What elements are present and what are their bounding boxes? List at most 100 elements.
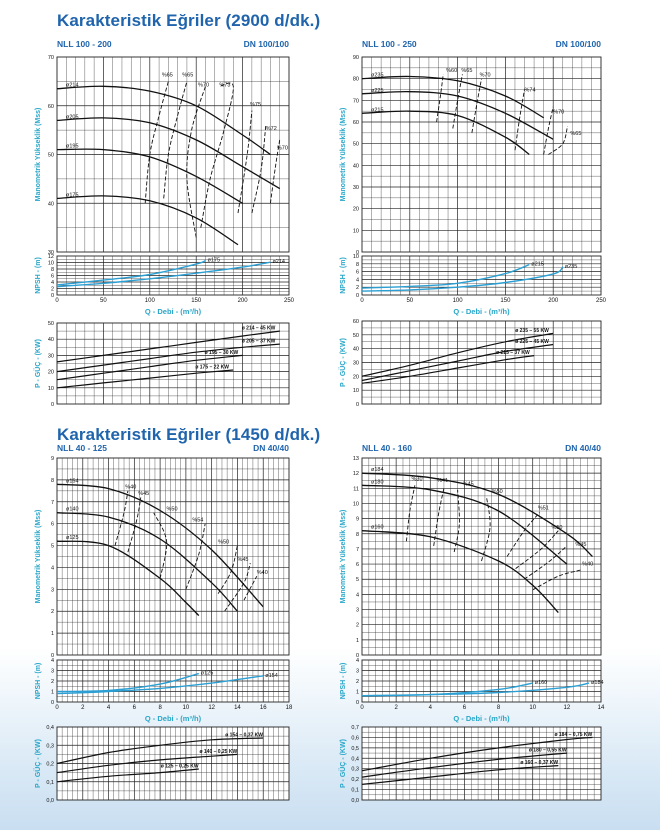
xtick-label: 0 (360, 705, 364, 711)
power-label: ø 154 – 0,37 KW (225, 732, 263, 738)
efficiency-curve (200, 82, 234, 228)
power-label: ø 184 – 0,75 KW (554, 732, 592, 738)
npsh-curve-ø125 (56, 672, 199, 693)
power-ytick-label: 0,0 (351, 798, 359, 804)
chart-header-flange: DN 100/100 (556, 39, 602, 49)
xtick-label: 16 (260, 705, 267, 711)
power-ytick-label: 0,6 (351, 735, 359, 741)
efficiency-label: %40 (257, 570, 268, 576)
power-ytick-label: 0,0 (46, 798, 54, 804)
x-axis-title: Q - Debi - (m³/h) (453, 714, 510, 723)
power-ytick-label: 0,5 (351, 746, 359, 752)
power-curve (361, 332, 554, 377)
efficiency-label: %70 (277, 146, 288, 152)
xtick-label: 0 (360, 298, 364, 304)
power-ytick-label: 0,2 (351, 777, 359, 783)
efficiency-curve (186, 86, 206, 238)
head-ytick-label: 8 (51, 478, 54, 484)
power-ytick-label: 20 (353, 374, 359, 380)
head-ytick-label: 20 (353, 207, 359, 213)
power-label: ø 180 – 0,55 KW (529, 748, 567, 754)
efficiency-label: %40 (582, 562, 593, 568)
impeller-label: ø175 (66, 192, 79, 198)
efficiency-label: %45 (138, 491, 149, 497)
npsh-ytick-label: 4 (51, 280, 54, 286)
efficiency-label: %40 (125, 485, 136, 491)
head-axis-title: Manometrik Yükseklik (Mss) (340, 108, 347, 202)
power-label: ø 160 – 0,37 KW (520, 760, 558, 766)
xtick-label: 2 (81, 705, 85, 711)
efficiency-curve (153, 512, 168, 579)
efficiency-label: %65 (570, 131, 581, 137)
impeller-label: ø180 (371, 479, 384, 485)
power-ytick-label: 0,3 (46, 743, 54, 749)
power-label: ø 205 – 37 KW (242, 339, 276, 345)
power-axis-title: P - GÜÇ - (KW) (33, 339, 42, 388)
xtick-label: 200 (548, 298, 559, 304)
power-curve (56, 768, 199, 783)
impeller-label: ø225 (371, 88, 384, 94)
head-ytick-label: 10 (353, 228, 359, 234)
efficiency-label: %50 (492, 489, 503, 495)
power-curve (56, 753, 238, 774)
chart-header-flange: DN 100/100 (244, 39, 290, 49)
power-ytick-label: 40 (353, 347, 359, 353)
power-curve (361, 355, 535, 384)
efficiency-label: %60 (446, 68, 457, 74)
chart-header-model: NLL 100 - 200 (57, 39, 112, 49)
npsh-axis-title: NPSH - (m) (35, 663, 42, 700)
head-ytick-label: 60 (48, 104, 54, 110)
power-ytick-label: 0,3 (351, 767, 359, 773)
head-ytick-label: 70 (353, 98, 359, 104)
npsh-curve-ø235 (361, 266, 564, 292)
power-label: ø 215 – 37 KW (496, 350, 530, 356)
head-ytick-label: 30 (353, 185, 359, 191)
head-ytick-label: 1 (51, 631, 54, 637)
power-curve (56, 369, 234, 389)
efficiency-curve (506, 512, 540, 557)
impeller-label: ø154 (66, 478, 79, 484)
npsh-ytick-label: 2 (51, 287, 54, 293)
head-ytick-label: 3 (51, 587, 54, 593)
npsh-ytick-label: 0 (356, 293, 359, 299)
head-ytick-label: 80 (353, 77, 359, 83)
xtick-label: 8 (497, 705, 501, 711)
npsh-ytick-label: 2 (51, 679, 54, 685)
head-curve-ø154 (56, 483, 264, 608)
head-curve-ø214 (56, 85, 271, 156)
head-ytick-label: 40 (48, 201, 54, 207)
head-curve-ø205 (56, 117, 281, 190)
efficiency-label: %50 (167, 507, 178, 513)
head-curve-ø235 (361, 75, 544, 119)
npsh-ytick-label: 2 (356, 285, 359, 291)
efficiency-curve (471, 78, 482, 133)
power-axis-title: P - GÜÇ - (KW) (33, 739, 42, 788)
npsh-label: ø184 (591, 680, 604, 686)
power-ytick-label: 0,7 (351, 725, 359, 731)
xtick-label: 150 (191, 298, 202, 304)
head-ytick-label: 12 (353, 471, 359, 477)
efficiency-curve (127, 497, 142, 553)
xtick-label: 6 (463, 705, 467, 711)
efficiency-label: %65 (162, 73, 173, 79)
head-curve-ø175 (56, 195, 239, 246)
power-ytick-label: 10 (48, 386, 54, 392)
npsh-ytick-label: 1 (51, 690, 54, 696)
power-label: ø 125 – 0,25 KW (161, 763, 199, 769)
power-axis-title: P - GÜÇ - (KW) (338, 338, 347, 387)
power-ytick-label: 30 (48, 353, 54, 359)
npsh-curve-ø214 (56, 261, 271, 288)
power-axis-title: P - GÜÇ - (KW) (338, 739, 347, 788)
npsh-ytick-label: 0 (51, 293, 54, 299)
x-axis-title: Q - Debi - (m³/h) (145, 307, 202, 316)
xtick-label: 8 (158, 705, 162, 711)
head-ytick-label: 2 (51, 609, 54, 615)
efficiency-label: %73 (219, 82, 230, 88)
impeller-label: ø214 (66, 83, 79, 89)
efficiency-label: %72 (266, 126, 277, 132)
npsh-curve-ø175 (56, 259, 206, 286)
efficiency-curve (543, 106, 554, 155)
impeller-label: ø140 (66, 507, 79, 513)
